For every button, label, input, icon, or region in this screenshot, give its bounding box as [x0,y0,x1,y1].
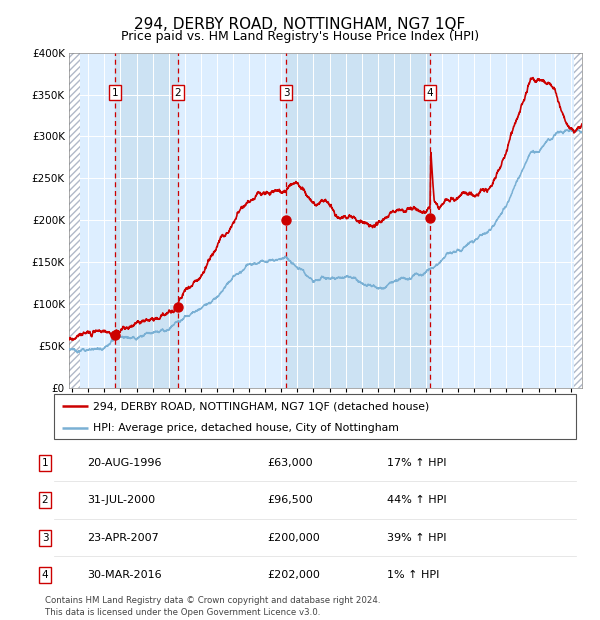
Text: 23-APR-2007: 23-APR-2007 [87,533,159,542]
Bar [286,53,430,388]
Text: Price paid vs. HM Land Registry's House Price Index (HPI): Price paid vs. HM Land Registry's House … [121,30,479,43]
Text: 2: 2 [41,495,49,505]
Text: 4: 4 [427,88,433,98]
Text: Contains HM Land Registry data © Crown copyright and database right 2024.
This d: Contains HM Land Registry data © Crown c… [45,596,380,617]
Text: £200,000: £200,000 [267,533,320,542]
Text: 30-MAR-2016: 30-MAR-2016 [87,570,161,580]
Text: £202,000: £202,000 [267,570,320,580]
Text: 294, DERBY ROAD, NOTTINGHAM, NG7 1QF: 294, DERBY ROAD, NOTTINGHAM, NG7 1QF [134,17,466,32]
Text: 3: 3 [41,533,49,542]
Bar [115,53,178,388]
Text: 3: 3 [283,88,290,98]
Text: 1: 1 [112,88,118,98]
Text: 39% ↑ HPI: 39% ↑ HPI [387,533,446,542]
Text: 1: 1 [41,458,49,467]
Text: 31-JUL-2000: 31-JUL-2000 [87,495,155,505]
Text: 294, DERBY ROAD, NOTTINGHAM, NG7 1QF (detached house): 294, DERBY ROAD, NOTTINGHAM, NG7 1QF (de… [93,401,430,412]
Text: 44% ↑ HPI: 44% ↑ HPI [387,495,446,505]
Text: HPI: Average price, detached house, City of Nottingham: HPI: Average price, detached house, City… [93,423,399,433]
Text: £96,500: £96,500 [267,495,313,505]
Text: 17% ↑ HPI: 17% ↑ HPI [387,458,446,467]
Text: 20-AUG-1996: 20-AUG-1996 [87,458,161,467]
Text: £63,000: £63,000 [267,458,313,467]
Text: 2: 2 [175,88,181,98]
Text: 1% ↑ HPI: 1% ↑ HPI [387,570,439,580]
Text: 4: 4 [41,570,49,580]
FancyBboxPatch shape [54,394,576,439]
